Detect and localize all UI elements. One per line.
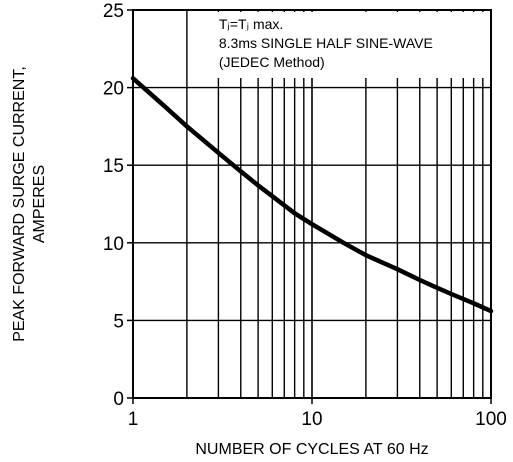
- y-tick-label: 15: [103, 156, 124, 177]
- note-line: 8.3ms SINGLE HALF SINE-WAVE: [219, 35, 433, 51]
- y-tick-label: 5: [113, 311, 124, 332]
- x-axis-title: NUMBER OF CYCLES AT 60 Hz: [195, 441, 428, 458]
- x-tick-label: 100: [475, 409, 507, 430]
- note-line: Tⱼ=Tⱼ max.: [219, 16, 283, 32]
- data-series: [130, 76, 494, 314]
- y-tick-label: 25: [103, 1, 124, 22]
- x-tick-label: 10: [301, 409, 322, 430]
- y-tick-label: 0: [113, 389, 124, 410]
- x-tick-label: 1: [128, 409, 139, 430]
- y-tick-label: 10: [103, 234, 124, 255]
- condition-note: Tⱼ=Tⱼ max. 8.3ms SINGLE HALF SINE-WAVE (JE…: [214, 12, 487, 78]
- note-box: [214, 12, 487, 78]
- y-tick-label: 20: [103, 79, 124, 100]
- note-line: (JEDEC Method): [219, 54, 325, 70]
- surge-current-curve: [130, 76, 494, 314]
- axis-ticks: 0 5 10 15 20 25 1 10 100: [103, 1, 507, 430]
- y-axis-title-line-2: AMPERES: [31, 165, 48, 243]
- y-axis-title-line-1: PEAK FORWARD SURGE CURRENT,: [11, 66, 28, 342]
